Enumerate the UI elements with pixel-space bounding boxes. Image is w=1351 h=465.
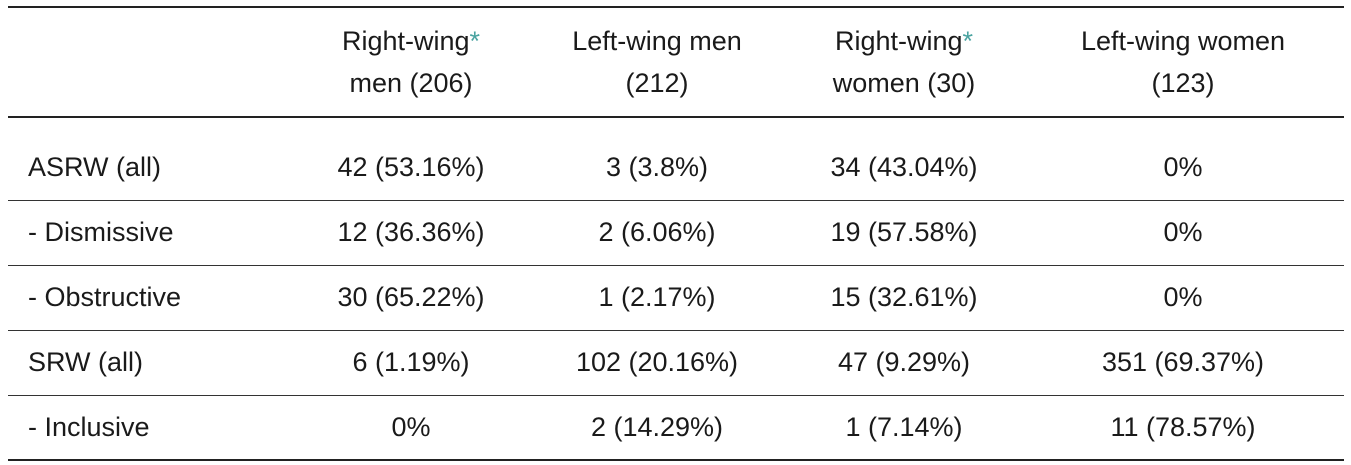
table-cell: 12 (36.36%) [337,217,485,247]
header-left-wing-women: Left-wing women (123) [1022,7,1344,118]
table-cell: 102 (20.16%) [575,347,739,377]
header-left-wing-men: Left-wing men (212) [528,7,786,118]
table-cell: 15 (32.61%) [830,282,978,312]
table-row: - Inclusive 0% 2 (14.29%) 1 (7.14%) 11 (… [8,395,1344,460]
row-label: ASRW (all) [28,152,162,183]
header-line-2: men (206) [349,68,473,98]
asterisk-marker: * [469,26,481,56]
table-cell: 0% [1163,152,1203,183]
header-line-2: (123) [1151,68,1215,98]
table-cell: 2 (6.06%) [598,217,716,247]
header-line-1: Left-wing women [1080,26,1286,56]
data-table-container: Right-wing* men (206) Left-wing men (212… [8,6,1344,461]
row-label: - Dismissive [28,217,174,247]
table-cell: 30 (65.22%) [337,282,485,312]
table-row: - Obstructive 30 (65.22%) 1 (2.17%) 15 (… [8,265,1344,330]
table-cell: 2 (14.29%) [590,411,724,442]
row-label: - Obstructive [28,282,182,312]
header-empty-cell [8,7,294,118]
table-cell: 1 (7.14%) [845,411,963,442]
table-row: - Dismissive 12 (36.36%) 2 (6.06%) 19 (5… [8,200,1344,265]
table-body: ASRW (all) 42 (53.16%) 3 (3.8%) 34 (43.0… [8,117,1344,460]
header-line-1: Left-wing men [572,26,742,56]
header-right-wing-women: Right-wing* women (30) [786,7,1022,118]
table-cell: 47 (9.29%) [837,347,971,377]
table-cell: 0% [1163,217,1203,247]
header-right-wing-men: Right-wing* men (206) [294,7,528,118]
header-row: Right-wing* men (206) Left-wing men (212… [8,7,1344,118]
header-line-2: (212) [625,68,689,98]
row-label: - Inclusive [28,411,150,442]
table-cell: 0% [1163,282,1203,312]
table-cell: 42 (53.16%) [337,152,485,183]
table-cell: 11 (78.57%) [1110,411,1256,442]
results-table: Right-wing* men (206) Left-wing men (212… [8,6,1344,461]
table-row: SRW (all) 6 (1.19%) 102 (20.16%) 47 (9.2… [8,330,1344,395]
table-row: ASRW (all) 42 (53.16%) 3 (3.8%) 34 (43.0… [8,117,1344,200]
header-line-1: Right-wing* [834,26,974,56]
header-line-1: Right-wing* [341,26,481,56]
header-line-2: women (30) [832,68,976,98]
table-cell: 351 (69.37%) [1101,347,1265,377]
table-header: Right-wing* men (206) Left-wing men (212… [8,7,1344,118]
table-cell: 19 (57.58%) [830,217,978,247]
row-label: SRW (all) [28,347,144,377]
table-cell: 34 (43.04%) [830,152,978,183]
asterisk-marker: * [962,26,974,56]
table-cell: 3 (3.8%) [605,152,709,183]
table-cell: 6 (1.19%) [352,347,470,377]
table-cell: 0% [391,411,431,442]
table-cell: 1 (2.17%) [598,282,716,312]
